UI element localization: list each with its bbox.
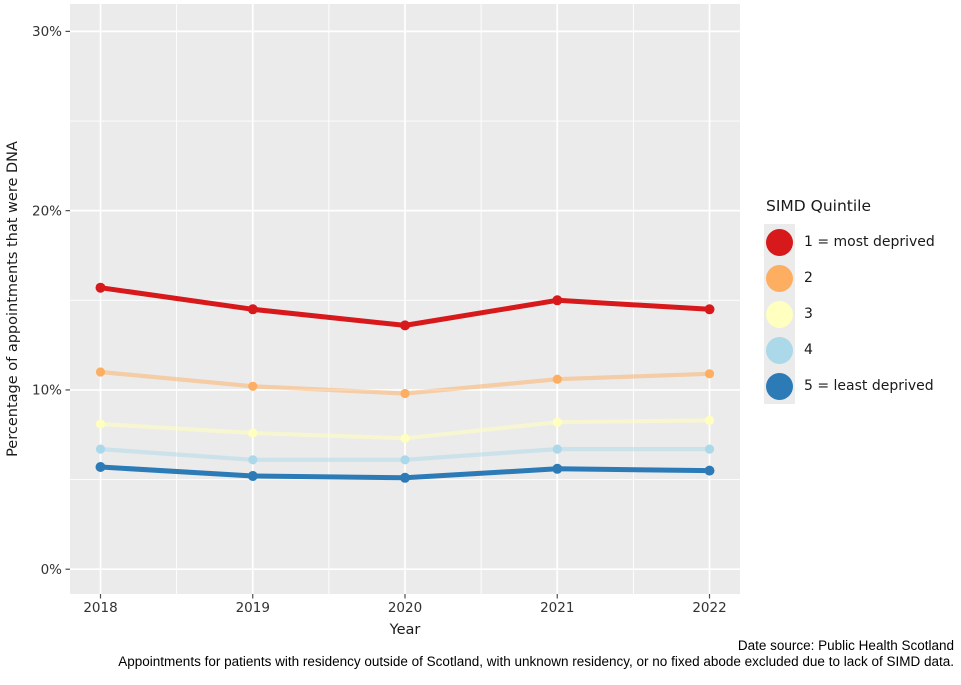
data-point-quintile-1-2019 <box>247 304 258 315</box>
data-point-quintile-3-2021 <box>552 417 562 427</box>
data-point-quintile-5-2020 <box>400 472 410 483</box>
data-point-quintile-5-2019 <box>247 471 258 481</box>
legend-key <box>764 260 795 296</box>
data-point-quintile-3-2018 <box>95 419 106 429</box>
data-point-quintile-2-2021 <box>552 374 562 384</box>
x-tick-label-2018: 2018 <box>83 600 117 616</box>
legend-key <box>764 296 795 332</box>
legend-key <box>764 332 795 368</box>
legend-item-quintile-4: 4 <box>764 332 959 368</box>
legend-label: 2 <box>804 270 813 286</box>
y-tick-label-20%: 20% <box>32 203 62 219</box>
data-point-quintile-1-2020 <box>400 320 410 331</box>
legend-swatch-circle-icon <box>766 300 793 328</box>
data-point-quintile-1-2018 <box>95 282 106 293</box>
legend-item-quintile-3: 3 <box>764 296 959 332</box>
caption-exclusion-note: Appointments for patients with residency… <box>118 654 954 669</box>
legend-title: SIMD Quintile <box>766 197 872 215</box>
legend-item-quintile-5: 5 = least deprived <box>764 368 959 404</box>
x-tick-label-2021: 2021 <box>540 600 574 616</box>
x-tick-label-2020: 2020 <box>388 600 422 616</box>
data-point-quintile-4-2018 <box>95 444 106 454</box>
legend-key <box>764 368 795 404</box>
legend-item-quintile-2: 2 <box>764 260 959 296</box>
series-points <box>95 282 715 483</box>
legend-label: 4 <box>804 342 813 358</box>
legend-swatch-circle-icon <box>766 372 793 400</box>
data-point-quintile-5-2022 <box>704 465 715 476</box>
legend-swatch-circle-icon <box>766 336 793 364</box>
x-tick-label-2022: 2022 <box>692 600 726 616</box>
data-point-quintile-1-2022 <box>704 304 715 315</box>
data-point-quintile-4-2020 <box>400 455 410 465</box>
data-point-quintile-2-2020 <box>400 388 410 399</box>
y-axis-title: Percentage of appointments that were DNA <box>5 141 21 457</box>
y-tick-label-30%: 30% <box>32 24 62 40</box>
y-tick-label-0%: 0% <box>41 562 63 578</box>
caption-block: Date source: Public Health Scotland Appo… <box>14 638 954 670</box>
data-point-quintile-3-2019 <box>248 428 258 438</box>
data-point-quintile-2-2019 <box>248 381 258 391</box>
data-point-quintile-4-2022 <box>704 444 715 454</box>
data-point-quintile-5-2021 <box>552 463 563 474</box>
legend-swatch-circle-icon <box>766 228 793 256</box>
data-point-quintile-3-2020 <box>400 433 410 443</box>
legend: SIMD Quintile 1 = most deprived 2 3 4 5 = le… <box>764 197 959 404</box>
x-axis-title: Year <box>389 622 421 638</box>
data-point-quintile-1-2021 <box>552 295 563 306</box>
y-axis-tick-labels: 0% 10% 20% 30% <box>32 24 62 578</box>
axis-tick-marks <box>65 30 711 599</box>
data-point-quintile-4-2019 <box>248 455 258 465</box>
caption-data-source: Date source: Public Health Scotland <box>737 638 954 653</box>
legend-swatch-circle-icon <box>766 264 793 292</box>
x-axis-tick-labels: 2018 2019 2020 2021 2022 <box>83 600 726 616</box>
legend-key <box>764 224 795 260</box>
y-tick-label-10%: 10% <box>32 383 62 399</box>
data-point-quintile-3-2022 <box>704 415 715 425</box>
legend-item-quintile-1: 1 = most deprived <box>764 224 959 260</box>
data-point-quintile-4-2021 <box>552 444 562 454</box>
data-point-quintile-2-2022 <box>704 369 715 379</box>
data-point-quintile-2-2018 <box>95 367 106 377</box>
data-point-quintile-5-2018 <box>95 462 106 472</box>
legend-label: 5 = least deprived <box>804 378 934 394</box>
legend-label: 3 <box>804 306 813 322</box>
legend-items: 1 = most deprived 2 3 4 5 = least deprived <box>764 224 959 404</box>
x-tick-label-2019: 2019 <box>236 600 270 616</box>
legend-label: 1 = most deprived <box>804 234 935 250</box>
